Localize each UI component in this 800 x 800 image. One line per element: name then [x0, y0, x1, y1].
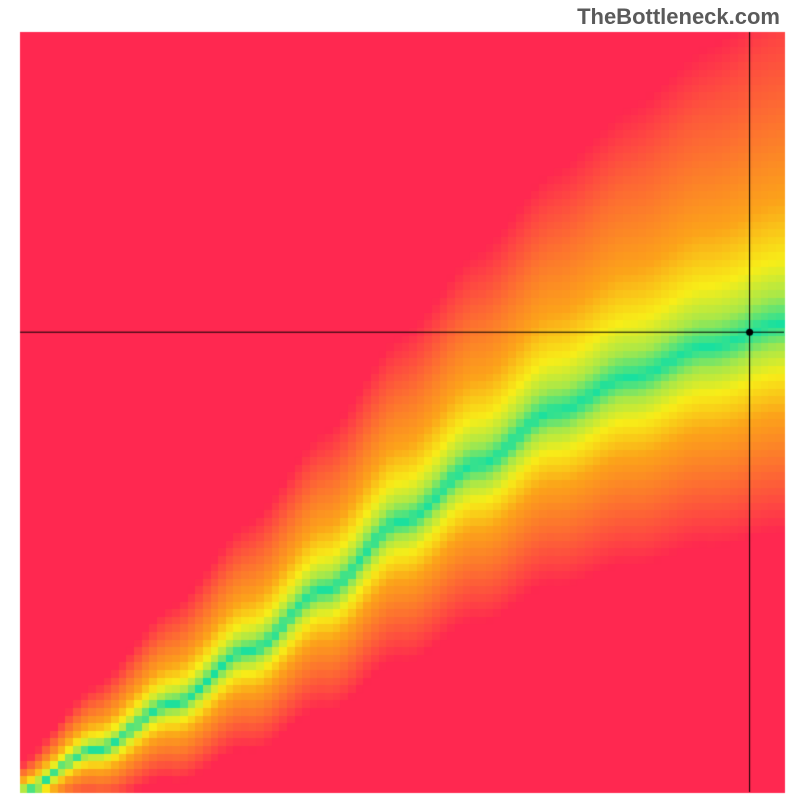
bottleneck-heatmap: [0, 0, 800, 800]
watermark-text: TheBottleneck.com: [577, 4, 780, 30]
chart-container: TheBottleneck.com: [0, 0, 800, 800]
